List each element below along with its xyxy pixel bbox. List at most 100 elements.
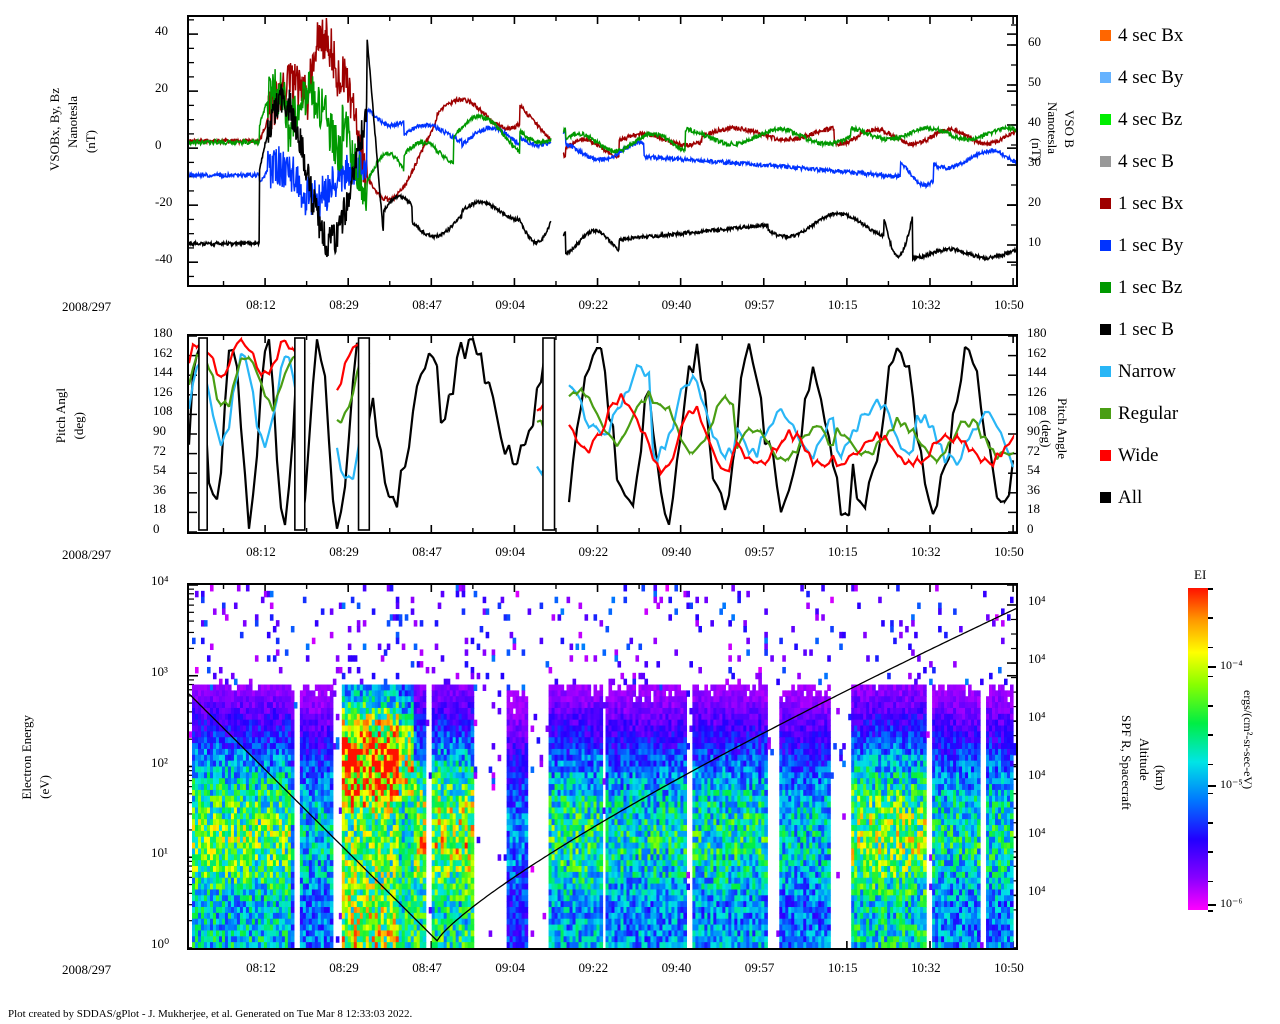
colorbar-minor-tick <box>1208 851 1213 853</box>
magnetic-field-plot <box>189 17 1016 285</box>
legend-swatch-icon <box>1100 29 1111 41</box>
axis-tick-label: 36 <box>1027 481 1040 497</box>
legend-label: Wide <box>1118 444 1159 466</box>
legend-item[interactable]: 1 sec B <box>1100 308 1270 350</box>
axis-tick-label: 72 <box>153 442 166 458</box>
axis-tick-label: -20 <box>155 194 173 210</box>
axis-tick-label: 126 <box>1027 383 1047 399</box>
axis-tick-label: 08:12 <box>246 960 276 975</box>
axis-tick-label: 10:50 <box>994 960 1024 975</box>
legend-item[interactable]: 4 sec Bx <box>1100 14 1270 56</box>
panel1-ylabel-left-3: (nT) <box>83 130 99 154</box>
panel-electron-spectrogram <box>187 583 1018 950</box>
panel-magnetic-field <box>187 15 1018 287</box>
colorbar-tick-mark <box>1208 904 1216 907</box>
colorbar-tick-label: 10⁻⁶ <box>1220 896 1243 911</box>
panel3-ylabel-left-2: (eV) <box>37 775 53 799</box>
legend-swatch-icon <box>1100 281 1111 293</box>
axis-tick-label: 09:57 <box>744 960 775 975</box>
axis-tick-label: 144 <box>1027 364 1047 380</box>
legend-item[interactable]: All <box>1100 476 1270 518</box>
axis-tick-label: 10:32 <box>910 297 941 312</box>
axis-tick-label: 20 <box>1028 194 1041 209</box>
panel3-date-label: 2008/297 <box>62 962 112 977</box>
axis-tick-label: 180 <box>1027 325 1047 340</box>
axis-tick-label: 10⁴ <box>1028 709 1046 725</box>
legend-item[interactable]: 4 sec Bz <box>1100 98 1270 140</box>
legend-swatch-icon <box>1100 113 1111 125</box>
axis-tick-label: 08:47 <box>412 297 442 312</box>
legend-label: 1 sec Bz <box>1118 276 1183 298</box>
footer-credit: Plot created by SDDAS/gPlot - J. Mukherj… <box>8 1008 413 1020</box>
legend-swatch-icon <box>1100 71 1111 83</box>
axis-tick-label: 08:29 <box>329 960 359 975</box>
legend-item[interactable]: Regular <box>1100 392 1270 434</box>
axis-tick-label: 09:04 <box>495 960 526 975</box>
panel1-ylabel-left-line1: VSOBx, By, Bz <box>47 88 62 171</box>
legend-item[interactable]: 1 sec Bz <box>1100 266 1270 308</box>
axis-tick-label: -40 <box>155 251 173 267</box>
axis-tick-label: 10:32 <box>910 544 941 559</box>
colorbar-minor-tick <box>1208 734 1213 736</box>
legend-item[interactable]: 1 sec Bx <box>1100 182 1270 224</box>
axis-tick-label: 08:47 <box>412 960 442 975</box>
colorbar-tick-label: 10⁻⁴ <box>1220 657 1243 672</box>
colorbar-minor-tick <box>1208 822 1213 824</box>
panel2-ylabel-left-2: (deg) <box>71 412 87 439</box>
axis-tick-label: 20 <box>155 80 168 96</box>
legend-item[interactable]: 1 sec By <box>1100 224 1270 266</box>
colorbar-minor-tick <box>1208 617 1213 619</box>
panel2-ylabel-right-2: (deg) <box>1038 420 1054 447</box>
colorbar-gradient <box>1188 588 1208 910</box>
axis-tick-label: 08:12 <box>246 297 276 312</box>
axis-tick-label: 10⁴ <box>1028 767 1046 783</box>
axis-tick-label: 10⁰ <box>151 936 170 951</box>
legend-item[interactable]: Wide <box>1100 434 1270 476</box>
legend-item[interactable]: Narrow <box>1100 350 1270 392</box>
axis-tick-label: 40 <box>1028 114 1041 129</box>
legend-item[interactable]: 4 sec B <box>1100 140 1270 182</box>
panel3-ylabel-right: SPF R, Spacecraft <box>1118 715 1134 810</box>
axis-tick-label: 126 <box>153 383 173 399</box>
axis-tick-label: 162 <box>153 344 173 360</box>
axis-tick-label: 09:22 <box>578 297 609 312</box>
colorbar-title: EI <box>1194 567 1207 582</box>
axis-tick-label: 0 <box>155 137 162 153</box>
axis-tick-label: 0 <box>1027 521 1034 536</box>
panel3-ylabel-right-line3: (km) <box>1152 765 1168 791</box>
pitch-angle-plot <box>189 336 1016 532</box>
axis-tick-label: 08:47 <box>412 544 442 559</box>
colorbar <box>1188 588 1214 910</box>
axis-tick-label: 90 <box>153 423 166 438</box>
axis-tick-label: 09:40 <box>661 544 692 559</box>
legend-label: 4 sec Bx <box>1118 24 1184 46</box>
panel2-ylabel-right-line1: Pitch Angle <box>1054 398 1070 460</box>
panel3-ylabel-right-2: Altitude <box>1136 738 1152 781</box>
panel1-date-label: 2008/297 <box>62 299 112 314</box>
legend-swatch-icon <box>1100 239 1111 251</box>
colorbar-minor-tick <box>1208 675 1213 678</box>
axis-tick-label: 08:29 <box>329 297 359 312</box>
panel2-ylabel-left-line1: Pitch Angl <box>53 388 68 444</box>
panel1-ylabel-right-3: (nT) <box>1028 138 1044 161</box>
axis-tick-label: 08:12 <box>246 544 276 559</box>
axis-tick-label: 10:15 <box>827 544 858 559</box>
axis-tick-label: 10:32 <box>910 960 941 975</box>
axis-tick-label: 09:40 <box>661 960 692 975</box>
legend-swatch-icon <box>1100 365 1111 377</box>
axis-tick-label: 162 <box>1027 344 1047 360</box>
panel3-ylabel-right-line1: SPF R, Spacecraft <box>1118 715 1134 810</box>
axis-tick-label: 180 <box>153 325 173 340</box>
legend-label: 1 sec B <box>1118 318 1174 340</box>
axis-tick-label: 36 <box>153 481 166 497</box>
panel3-ylabel-left-line1: Electron Energy <box>19 715 34 800</box>
panel1-ylabel-left-line3: (nT) <box>83 130 98 154</box>
axis-tick-label: 09:04 <box>495 544 526 559</box>
axis-tick-label: 10³ <box>151 663 168 679</box>
axis-tick-label: 18 <box>1027 501 1040 517</box>
legend-item[interactable]: 4 sec By <box>1100 56 1270 98</box>
axis-tick-label: 09:22 <box>578 960 609 975</box>
axis-tick-label: 08:29 <box>329 544 359 559</box>
axis-tick-label: 54 <box>1027 462 1040 478</box>
axis-tick-label: 10⁴ <box>1028 825 1046 841</box>
